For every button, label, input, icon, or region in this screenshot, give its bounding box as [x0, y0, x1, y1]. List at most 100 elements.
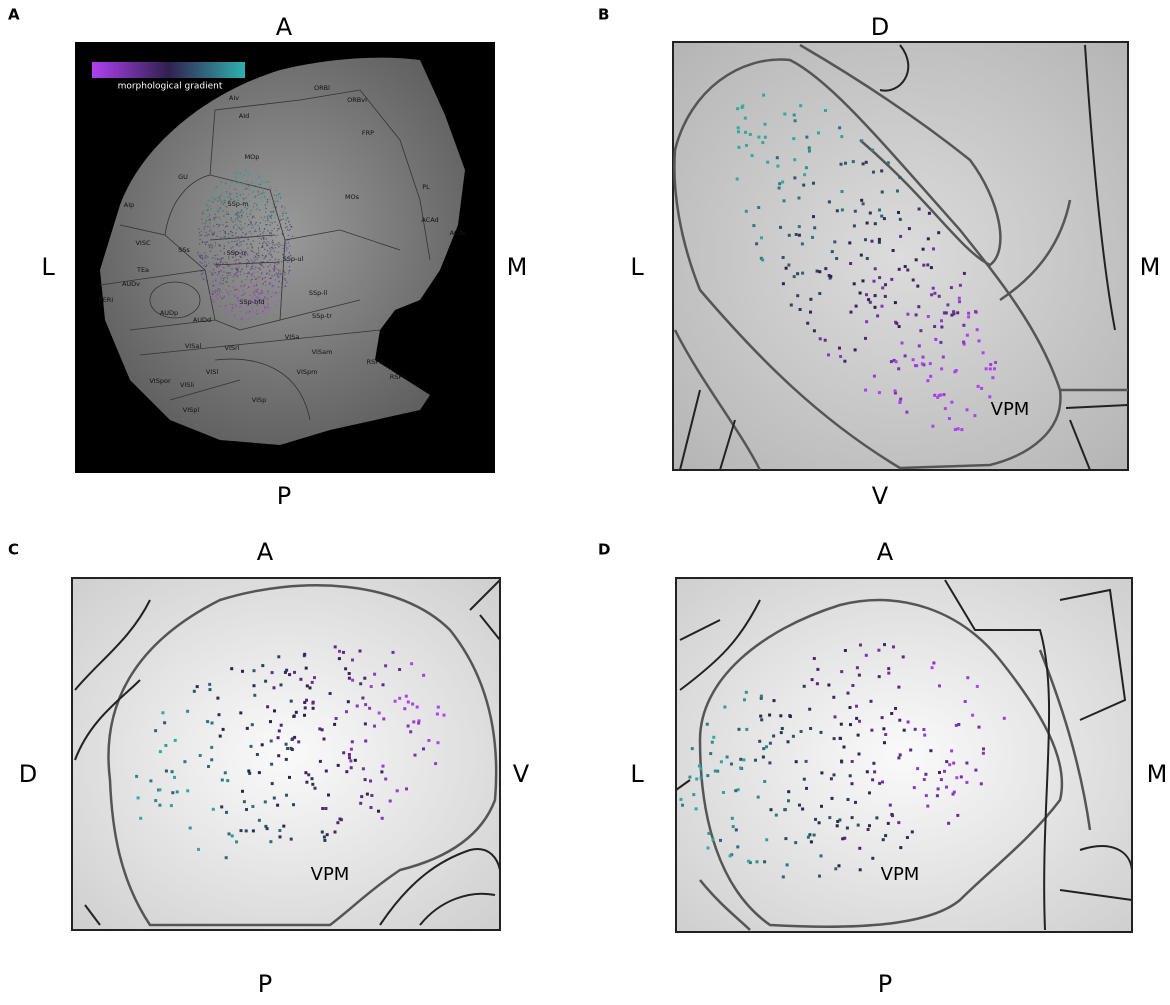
neuron-dot	[864, 238, 867, 242]
neuron-dot	[706, 846, 710, 850]
region-label: SSp-tr	[312, 312, 332, 320]
neuron-dot	[250, 209, 252, 212]
orientation-label: A	[877, 538, 894, 566]
neuron-dot	[868, 300, 872, 304]
neuron-dot	[895, 321, 899, 325]
neuron-dot	[328, 692, 332, 695]
neuron-dot	[261, 264, 264, 266]
neuron-dot	[854, 800, 857, 804]
neuron-dot	[763, 780, 767, 783]
neuron-dot	[260, 273, 262, 275]
neuron-dot	[164, 769, 168, 773]
neuron-dot	[231, 310, 233, 312]
neuron-dot	[241, 269, 243, 271]
neuron-dot	[949, 286, 953, 290]
neuron-dot	[873, 294, 877, 298]
neuron-dot	[243, 227, 245, 229]
neuron-dot	[945, 760, 949, 764]
neuron-dot	[828, 816, 832, 820]
neuron-dot	[252, 268, 254, 270]
neuron-dot	[798, 308, 802, 311]
neuron-dot	[254, 294, 256, 296]
neuron-dot	[225, 181, 227, 184]
neuron-dot	[248, 236, 250, 238]
neuron-dot	[263, 237, 265, 239]
neuron-dot	[258, 227, 260, 229]
neuron-dot	[946, 303, 950, 307]
neuron-dot	[276, 263, 278, 265]
neuron-dot	[216, 263, 218, 265]
neuron-dot	[285, 219, 287, 221]
neuron-dot	[271, 246, 273, 248]
neuron-dot	[195, 685, 199, 689]
region-label: VISpor	[149, 377, 171, 385]
neuron-dot	[209, 205, 211, 207]
neuron-dot	[154, 799, 158, 803]
region-label: VISl	[206, 368, 218, 376]
neuron-dot	[285, 245, 287, 247]
orientation-label: L	[630, 760, 644, 788]
neuron-dot	[250, 299, 252, 301]
neuron-dot	[279, 723, 283, 727]
neuron-dot	[234, 220, 236, 223]
neuron-dot	[211, 807, 215, 811]
neuron-dot	[893, 389, 897, 393]
neuron-dot	[247, 769, 251, 773]
neuron-dot	[890, 712, 894, 715]
neuron-dot	[270, 217, 272, 219]
neuron-dot	[282, 218, 284, 220]
neuron-dot	[286, 281, 288, 283]
neuron-dot	[322, 737, 326, 741]
neuron-dot	[213, 219, 215, 221]
neuron-dot	[251, 278, 253, 280]
neuron-dot	[263, 241, 265, 243]
neuron-dot	[206, 235, 209, 237]
neuron-dot	[238, 306, 240, 308]
neuron-dot	[933, 393, 937, 397]
neuron-dot	[232, 201, 234, 203]
neuron-dot	[267, 291, 269, 293]
neuron-dot	[284, 211, 286, 213]
neuron-dot	[731, 825, 735, 829]
neuron-dot	[939, 778, 943, 782]
neuron-dot	[286, 226, 288, 228]
neuron-dot	[278, 227, 280, 229]
neuron-dot	[183, 760, 187, 764]
neuron-dot	[864, 653, 868, 657]
neuron-dot	[268, 310, 270, 312]
neuron-dot	[802, 684, 806, 688]
neuron-dot	[311, 701, 315, 705]
neuron-dot	[260, 263, 262, 265]
neuron-dot	[233, 227, 235, 229]
neuron-dot	[288, 775, 291, 779]
neuron-dot	[377, 711, 381, 715]
neuron-dot	[241, 254, 243, 256]
neuron-dot	[216, 235, 218, 237]
neuron-dot	[232, 221, 234, 223]
neuron-dot	[868, 791, 871, 795]
neuron-dot	[743, 698, 746, 702]
neuron-dot	[229, 303, 231, 305]
neuron-dot	[834, 867, 838, 871]
neuron-dot	[993, 367, 996, 371]
neuron-dot	[756, 795, 760, 799]
neuron-dot	[267, 266, 269, 268]
neuron-dot	[211, 272, 213, 274]
neuron-dot	[264, 824, 268, 828]
neuron-dot	[884, 283, 887, 287]
neuron-dot	[252, 215, 254, 217]
neuron-dot	[797, 225, 801, 229]
neuron-dot	[282, 213, 284, 215]
neuron-dot	[239, 829, 243, 833]
neuron-dot	[245, 197, 247, 199]
orientation-label: M	[1140, 253, 1161, 281]
neuron-dot	[200, 254, 202, 256]
neuron-dot	[234, 240, 236, 243]
neuron-dot	[308, 686, 312, 690]
neuron-dot	[223, 271, 225, 273]
neuron-dot	[254, 278, 256, 280]
neuron-dot	[255, 221, 257, 224]
neuron-dot	[200, 234, 202, 236]
neuron-dot	[257, 235, 259, 237]
neuron-dot	[207, 765, 210, 768]
